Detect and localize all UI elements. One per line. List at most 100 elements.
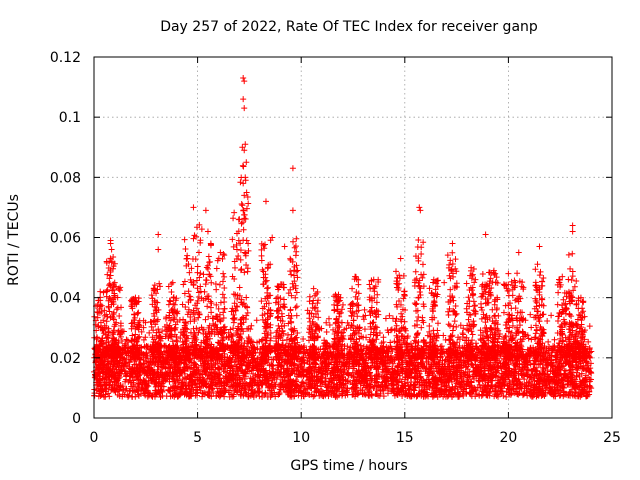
data-point xyxy=(527,361,534,368)
data-point xyxy=(543,345,550,352)
data-point xyxy=(464,363,471,370)
data-point xyxy=(260,372,267,379)
data-point xyxy=(325,393,332,400)
data-point xyxy=(387,339,394,346)
data-point xyxy=(445,359,452,366)
data-point xyxy=(325,315,332,322)
data-point xyxy=(360,334,367,341)
data-point xyxy=(112,375,119,382)
data-point xyxy=(300,356,307,363)
data-point xyxy=(180,376,187,383)
data-point xyxy=(146,329,153,336)
data-point xyxy=(527,311,534,318)
data-point xyxy=(246,360,253,367)
data-point xyxy=(122,378,129,385)
data-point xyxy=(521,333,528,340)
data-point xyxy=(231,358,238,365)
data-point xyxy=(359,357,366,364)
data-point xyxy=(525,367,532,374)
data-point xyxy=(382,315,389,322)
data-point xyxy=(495,384,502,391)
data-point xyxy=(160,359,167,366)
data-point xyxy=(516,381,523,388)
data-point xyxy=(528,324,535,331)
data-point xyxy=(551,336,558,343)
data-point xyxy=(123,385,130,392)
data-point xyxy=(587,383,594,390)
data-point xyxy=(562,368,569,375)
data-point xyxy=(177,335,184,342)
data-point xyxy=(416,370,423,377)
data-point xyxy=(213,392,220,399)
data-point xyxy=(460,325,467,332)
data-point xyxy=(459,330,466,337)
data-point xyxy=(391,338,398,345)
data-point xyxy=(503,393,510,400)
data-point xyxy=(161,323,168,330)
data-point xyxy=(117,320,124,327)
data-point xyxy=(455,393,462,400)
data-point xyxy=(300,335,307,342)
data-point xyxy=(135,380,142,387)
data-point xyxy=(450,362,457,369)
data-point xyxy=(523,379,530,386)
data-point xyxy=(482,367,489,374)
data-point xyxy=(347,344,354,351)
data-point xyxy=(507,380,514,387)
data-point xyxy=(138,344,145,351)
data-point xyxy=(259,344,266,351)
data-point xyxy=(548,312,555,319)
data-point xyxy=(103,362,110,369)
data-points xyxy=(91,75,595,400)
data-point xyxy=(142,334,149,341)
data-point xyxy=(140,324,147,331)
data-point xyxy=(478,392,485,399)
data-point xyxy=(577,363,584,370)
data-point xyxy=(319,389,326,396)
data-point xyxy=(404,340,411,347)
data-point xyxy=(259,393,266,400)
data-point xyxy=(143,349,150,356)
data-point xyxy=(506,378,513,385)
data-point xyxy=(375,382,382,389)
data-point xyxy=(577,378,584,385)
data-point xyxy=(106,393,113,400)
data-point xyxy=(339,391,346,398)
data-point xyxy=(224,369,231,376)
data-point xyxy=(270,385,277,392)
data-point xyxy=(257,367,264,374)
data-point xyxy=(233,365,240,372)
data-point xyxy=(323,328,330,335)
data-point xyxy=(394,363,401,370)
data-point xyxy=(311,367,318,374)
data-point xyxy=(361,306,368,313)
data-point xyxy=(386,312,393,319)
data-point xyxy=(142,364,149,371)
data-point xyxy=(373,379,380,386)
data-point xyxy=(560,389,567,396)
data-point xyxy=(445,363,452,370)
data-point xyxy=(103,318,110,325)
data-point xyxy=(121,367,128,374)
data-point xyxy=(378,340,385,347)
data-point xyxy=(250,393,257,400)
data-point xyxy=(273,329,280,336)
data-point xyxy=(284,332,291,339)
data-point xyxy=(519,381,526,388)
data-point xyxy=(175,362,182,369)
data-point xyxy=(344,319,351,326)
data-point xyxy=(255,382,262,389)
data-point xyxy=(369,359,376,366)
data-point xyxy=(125,392,132,399)
data-point xyxy=(234,380,241,387)
data-point xyxy=(452,390,459,397)
data-point xyxy=(578,370,585,377)
data-point xyxy=(126,359,133,366)
data-point xyxy=(521,376,528,383)
data-point xyxy=(452,383,459,390)
data-point xyxy=(361,326,368,333)
data-point xyxy=(380,334,387,341)
data-point xyxy=(138,328,145,335)
data-point xyxy=(367,372,374,379)
data-point xyxy=(256,338,263,345)
